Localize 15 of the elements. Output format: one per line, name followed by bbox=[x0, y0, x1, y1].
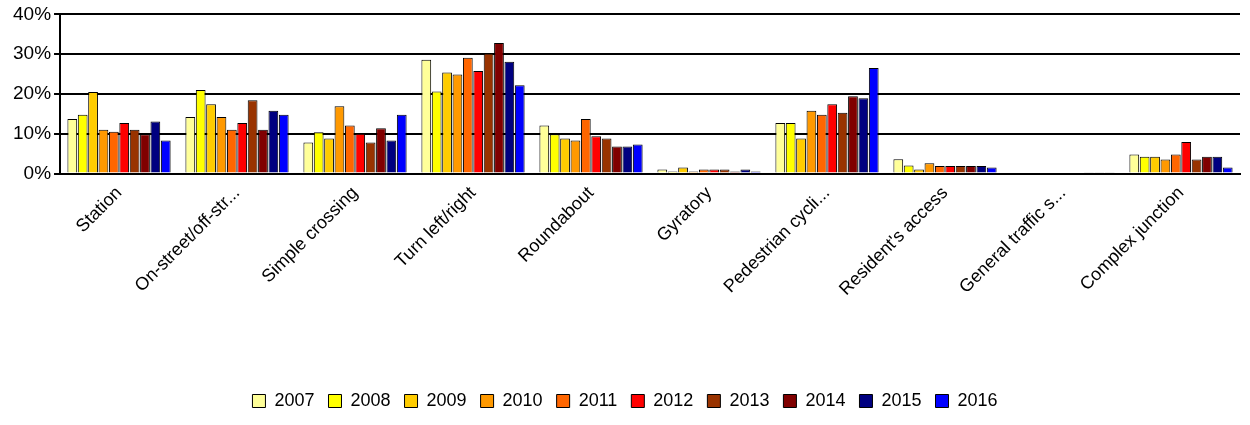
y-tick-label: 30% bbox=[13, 42, 52, 64]
legend-label: 2009 bbox=[426, 389, 467, 410]
legend-label: 2010 bbox=[502, 389, 543, 410]
y-tick-label: 10% bbox=[13, 122, 52, 143]
legend-label: 2011 bbox=[578, 389, 618, 410]
legend-label: 2008 bbox=[350, 389, 391, 410]
legend-label: 2013 bbox=[729, 389, 770, 410]
legend-label: 2016 bbox=[957, 389, 998, 410]
legend-label: 2015 bbox=[881, 389, 922, 410]
legend-label: 2007 bbox=[274, 389, 315, 410]
y-tick-label: 0% bbox=[23, 161, 52, 183]
y-tick-label: 20% bbox=[13, 82, 52, 104]
legend-label: 2014 bbox=[805, 389, 846, 410]
legend-label: 2012 bbox=[653, 389, 694, 410]
y-tick-label: 40% bbox=[13, 2, 52, 24]
